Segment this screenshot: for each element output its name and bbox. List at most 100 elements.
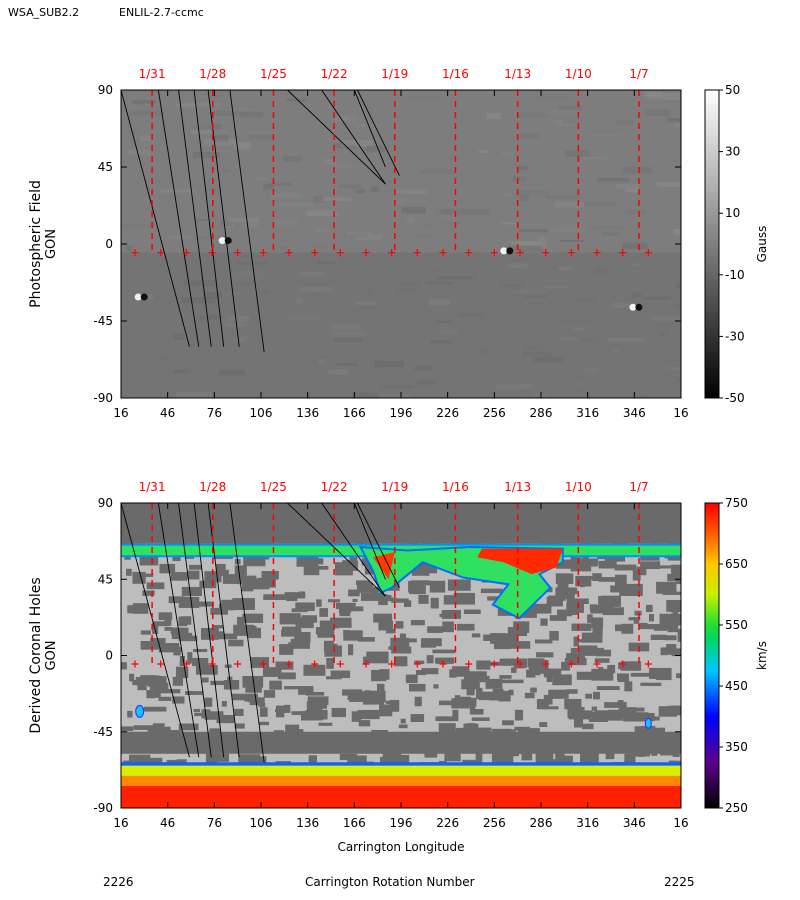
closed-field-patch [443, 595, 459, 605]
field-texture [355, 234, 383, 241]
closed-field-patch [624, 753, 636, 763]
field-texture [248, 135, 275, 139]
x-tick-label: 196 [390, 406, 413, 420]
closed-field-patch [438, 723, 456, 732]
field-line [193, 503, 225, 758]
closed-field-patch [269, 680, 282, 690]
field-texture [392, 189, 428, 194]
field-texture [311, 293, 324, 296]
closed-field-patch [573, 718, 584, 728]
closed-field-patch [514, 709, 524, 721]
sub-earth-point [285, 660, 293, 668]
y-axis-sublabel: GON [44, 229, 59, 259]
closed-field-patch [199, 580, 217, 589]
closed-field-patch [617, 700, 624, 704]
field-texture [559, 239, 585, 242]
field-texture [443, 222, 462, 225]
field-texture [154, 219, 167, 227]
field-texture [267, 182, 292, 186]
x-tick-label: 286 [530, 816, 553, 830]
closed-field-patch [432, 649, 456, 654]
field-texture [616, 120, 633, 126]
field-texture [250, 120, 281, 128]
closed-field-patch [526, 669, 536, 678]
field-texture [336, 115, 358, 122]
closed-field-patch [253, 756, 267, 764]
closed-field-patch [530, 687, 537, 693]
field-texture [334, 337, 363, 343]
closed-field-patch [152, 723, 165, 729]
closed-field-patch [357, 709, 380, 720]
field-texture [280, 246, 289, 252]
field-texture [410, 233, 431, 238]
field-texture [211, 110, 247, 116]
closed-field-patch [639, 622, 648, 630]
closed-field-patch [385, 700, 397, 704]
field-texture [247, 104, 255, 111]
y-axis-sublabel: GON [44, 640, 59, 670]
closed-field-patch [308, 755, 317, 767]
field-texture [612, 302, 630, 308]
field-texture [324, 158, 336, 166]
closed-field-patch [132, 571, 146, 584]
field-texture [545, 194, 578, 199]
field-texture [224, 323, 247, 327]
sub-earth-point [131, 249, 139, 257]
field-texture [175, 103, 196, 107]
colorbar [704, 89, 720, 399]
closed-field-patch [478, 691, 494, 701]
y-tick-label: 45 [98, 160, 113, 174]
field-texture [313, 244, 326, 248]
closed-field-patch [288, 642, 310, 649]
closed-field-patch [590, 605, 614, 614]
closed-field-patch [262, 667, 282, 677]
field-texture [532, 393, 548, 398]
closed-field-patch [204, 697, 213, 707]
closed-field-patch [327, 599, 340, 603]
closed-field-patch [158, 643, 180, 653]
field-texture [436, 209, 465, 215]
field-texture [624, 188, 640, 193]
field-texture [508, 263, 527, 268]
field-texture [128, 394, 142, 398]
field-texture [564, 150, 590, 157]
field-line [178, 503, 212, 758]
field-texture [192, 235, 226, 240]
closed-field-patch [428, 628, 434, 633]
closed-field-patch [234, 723, 245, 729]
closed-field-patch [527, 658, 545, 668]
sub-earth-point [516, 249, 524, 257]
southern-tone [121, 252, 681, 398]
field-texture [417, 379, 438, 385]
closed-field-patch [535, 668, 551, 674]
field-texture [611, 348, 621, 352]
closed-field-patch [536, 652, 554, 658]
x-tick-label: 136 [296, 816, 319, 830]
closed-field-patch [364, 565, 378, 575]
closed-field-patch [628, 617, 641, 621]
sub-earth-point [131, 660, 139, 668]
closed-field-patch [557, 576, 569, 588]
closed-field-patch [403, 600, 412, 607]
field-texture [142, 134, 171, 139]
field-texture [421, 225, 433, 228]
closed-field-patch [544, 753, 551, 763]
x-tick-label: 16 [673, 816, 688, 830]
field-texture [658, 188, 681, 191]
closed-field-patch [373, 613, 393, 623]
closed-field-patch [357, 637, 375, 642]
closed-field-patch [585, 693, 592, 699]
closed-field-patch [329, 617, 352, 628]
closed-field-patch [171, 627, 189, 640]
sub-earth-point [234, 249, 242, 257]
field-texture [554, 201, 584, 208]
closed-field-patch [596, 649, 612, 657]
field-texture [127, 129, 140, 134]
closed-field-patch [172, 676, 184, 686]
coronal-holes-panel: 1/31 1/28 1/25 1/22 1/19 1/16 1/13 1/10 1/7 16 46 7… [28, 480, 769, 854]
closed-field-patch [511, 667, 517, 673]
field-texture [145, 268, 154, 274]
closed-field-patch [471, 717, 490, 721]
closed-field-patch [421, 638, 442, 647]
closed-field-patch [143, 675, 161, 686]
